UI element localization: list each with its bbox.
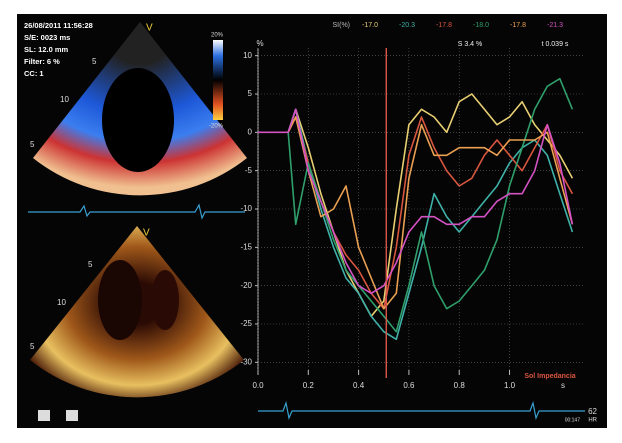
y-tick-label: -30 — [240, 357, 252, 366]
color-bar — [213, 40, 223, 120]
peak-label: -20.3 — [399, 22, 415, 29]
screenshot: 26/08/2011 11:56:28 S/E: 0023 ms SL: 12.… — [0, 0, 622, 443]
depth: 10 — [57, 298, 66, 307]
header-label: SI(%) — [333, 22, 351, 29]
clock: 00:147 — [565, 417, 581, 423]
depth: 5 — [30, 342, 35, 351]
cavity — [151, 270, 179, 330]
help-icon[interactable] — [38, 410, 50, 421]
y-tick-label: 0 — [248, 127, 253, 136]
y-tick-label: -20 — [240, 281, 252, 290]
depth: 5 — [30, 140, 35, 149]
apex-marker: V — [143, 228, 150, 239]
hr-value: 62 — [588, 407, 597, 416]
y-tick-label: 10 — [243, 51, 252, 60]
x-tick-label: 0.8 — [454, 381, 466, 390]
y-tick-label: -5 — [245, 166, 253, 175]
peak-label: -17.8 — [436, 22, 452, 29]
timestamp: 26/08/2011 11:56:28 — [24, 21, 93, 30]
mail-icon[interactable] — [66, 410, 78, 421]
param: SL: 12.0 mm — [24, 45, 69, 54]
hr-label: HR — [588, 418, 597, 424]
depth: 5 — [92, 57, 97, 66]
x-unit: s — [561, 381, 565, 390]
x-tick-label: 0.0 — [252, 381, 264, 390]
cavity — [98, 260, 142, 340]
x-tick-label: 0.4 — [353, 381, 365, 390]
peak-label: -18.0 — [473, 22, 489, 29]
param: S/E: 0023 ms — [24, 33, 70, 42]
colorbar-label: 20% — [211, 33, 224, 39]
y-tick-label: 5 — [248, 89, 253, 98]
y-tick-label: -25 — [240, 319, 252, 328]
param: CC: 1 — [24, 69, 44, 78]
y-tick-label: -10 — [240, 204, 252, 213]
apex-marker: V — [146, 23, 153, 34]
annotation: Sol Impedancia — [524, 373, 575, 380]
y-label: % — [256, 39, 263, 48]
x-tick-label: 0.2 — [303, 381, 315, 390]
x-tick-label: 0.6 — [403, 381, 415, 390]
depth: 10 — [60, 95, 69, 104]
readout: t 0.039 s — [542, 41, 569, 48]
readout: S 3.4 % — [458, 41, 483, 48]
peak-label: -17.8 — [510, 22, 526, 29]
x-tick-label: 1.0 — [504, 381, 516, 390]
colorbar-label: -20% — [209, 124, 224, 130]
peak-label: -17.0 — [362, 22, 378, 29]
param: Filter: 6 % — [24, 57, 60, 66]
peak-label: -21.3 — [547, 22, 563, 29]
cavity — [102, 68, 174, 172]
y-tick-label: -15 — [240, 242, 252, 251]
depth: 5 — [88, 260, 93, 269]
